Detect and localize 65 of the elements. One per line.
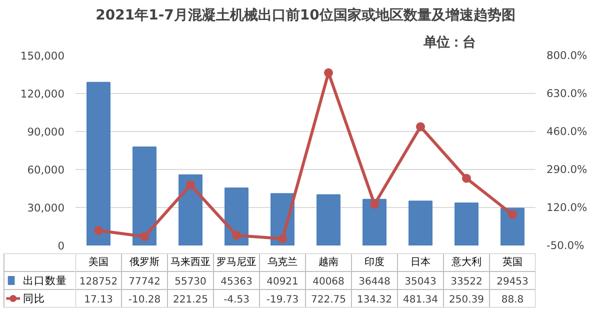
legend-label: 同比 <box>22 292 45 305</box>
y-tick-label: 0 <box>58 240 65 252</box>
legend-label: 出口数量 <box>22 274 67 287</box>
y-tick-label: 30,000 <box>27 202 65 214</box>
y-tick-label: 90,000 <box>27 126 65 138</box>
data-label: 40921 <box>266 276 298 288</box>
point <box>186 180 195 190</box>
data-label: -4.53 <box>224 294 250 306</box>
x-tick-label: 马来西亚 <box>170 256 210 268</box>
bar <box>224 188 248 246</box>
data-label: 221.25 <box>173 294 208 306</box>
y-tick-label: 120,000 <box>20 88 65 100</box>
point <box>278 234 287 244</box>
y2-tick-label: 460.0% <box>546 125 588 138</box>
bar <box>500 208 524 246</box>
data-label: 250.39 <box>449 294 484 306</box>
data-label: 128752 <box>79 276 118 288</box>
y2-tick-label: 290.0% <box>546 163 588 176</box>
chart-subtitle: 单位：台 <box>422 34 476 50</box>
data-label: 36448 <box>358 276 390 288</box>
data-label: -19.73 <box>266 294 299 306</box>
x-tick-label: 乌克兰 <box>268 256 298 268</box>
point <box>232 230 241 240</box>
point <box>416 122 425 132</box>
x-tick-label: 印度 <box>364 256 384 268</box>
x-tick-label: 美国 <box>88 256 108 268</box>
y-tick-label: 60,000 <box>27 164 65 176</box>
data-label: 33522 <box>450 276 482 288</box>
bar <box>178 174 202 246</box>
x-tick-label: 意大利 <box>450 256 482 268</box>
data-label: 88.8 <box>501 294 524 306</box>
x-tick-label: 越南 <box>318 256 338 268</box>
bar <box>454 202 478 246</box>
bar <box>86 82 110 246</box>
data-label: 134.32 <box>357 294 392 306</box>
point <box>370 200 379 209</box>
y-tick-label: 150,000 <box>20 50 65 62</box>
data-label: 17.13 <box>84 294 113 306</box>
data-label: 481.34 <box>403 294 438 306</box>
point <box>140 232 149 242</box>
bar <box>408 200 432 246</box>
bar <box>132 146 156 246</box>
data-label: 35043 <box>404 276 436 288</box>
data-label: 77742 <box>128 276 160 288</box>
data-label: -10.28 <box>128 294 161 306</box>
y2-tick-label: 800.0% <box>546 49 588 62</box>
y2-tick-label: -50.0% <box>546 239 584 252</box>
point <box>324 68 333 78</box>
chart-title: 2021年1-7月混凝土机械出口前10位国家或地区数量及增速趋势图 <box>96 6 516 24</box>
data-label: 40068 <box>312 276 344 288</box>
x-tick-label: 英国 <box>502 256 522 268</box>
x-tick-label: 日本 <box>410 256 430 268</box>
bar <box>362 198 386 246</box>
x-tick-label: 俄罗斯 <box>130 256 160 268</box>
bar <box>316 194 340 246</box>
y2-tick-label: 630.0% <box>546 87 588 100</box>
data-label: 45363 <box>220 276 252 288</box>
y2-tick-label: 120.0% <box>546 201 588 214</box>
data-label: 29453 <box>496 276 528 288</box>
data-label: 55730 <box>174 276 206 288</box>
x-tick-label: 罗马尼亚 <box>216 257 256 268</box>
point <box>94 226 103 235</box>
data-label: 722.75 <box>311 294 346 306</box>
point <box>508 210 517 219</box>
point <box>462 174 471 183</box>
